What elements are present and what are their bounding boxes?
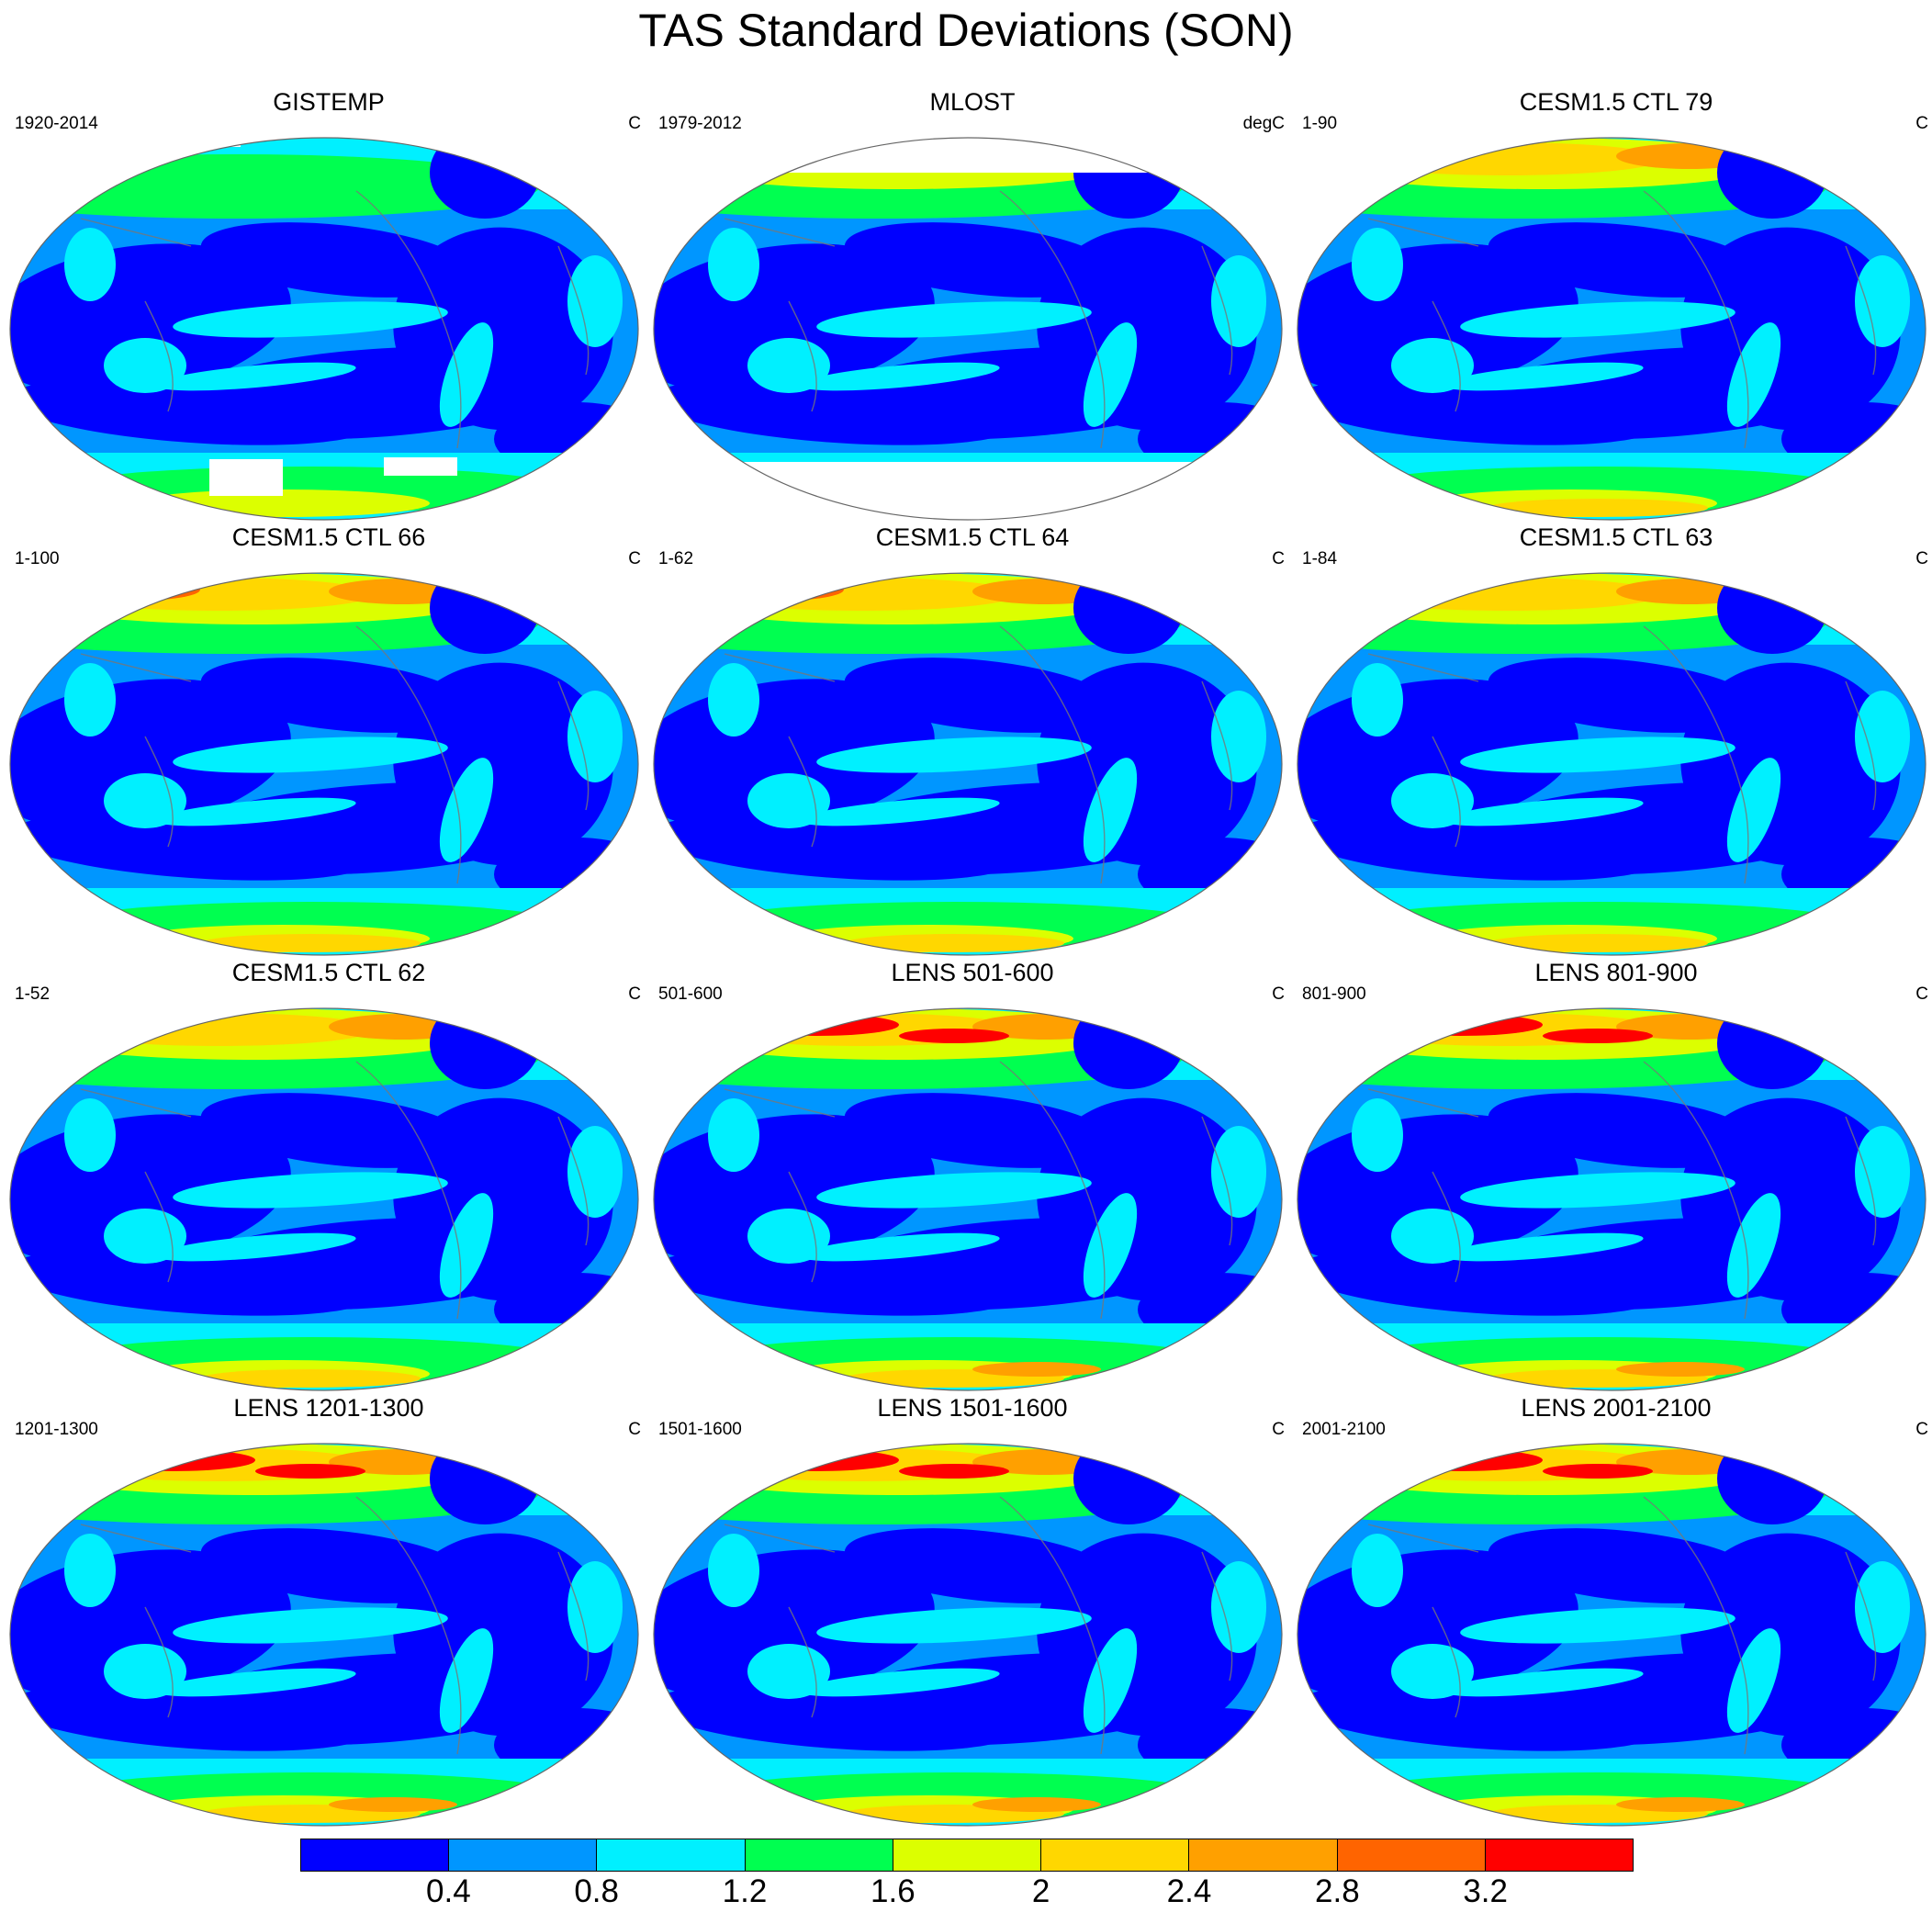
- panel-units-label: degC: [1242, 114, 1285, 133]
- panel-title: LENS 501-600: [891, 959, 1054, 986]
- colorbar-swatch: [1337, 1839, 1486, 1871]
- panel-period-label: 1201-1300: [15, 1420, 98, 1439]
- map-projection: [653, 137, 1283, 521]
- panel-title: LENS 1501-1600: [877, 1394, 1068, 1422]
- panel-units-label: C: [628, 114, 641, 133]
- colorbar-swatch: [1485, 1839, 1633, 1871]
- map-projection: [653, 1443, 1283, 1827]
- panel-title: MLOST: [929, 88, 1016, 116]
- panel-units-label: C: [1915, 549, 1928, 568]
- map-panel: LENS 801-900 801-900 C: [1295, 959, 1932, 1391]
- colorbar-swatch: [449, 1839, 598, 1871]
- panel-title: LENS 2001-2100: [1521, 1394, 1712, 1422]
- panel-period-label: 801-900: [1302, 984, 1366, 1004]
- colorbar-swatch: [597, 1839, 746, 1871]
- map-projection: [1297, 1443, 1926, 1827]
- panel-title: CESM1.5 CTL 66: [231, 523, 426, 551]
- panel-units-label: C: [628, 984, 641, 1004]
- map-projection: [9, 137, 639, 521]
- panel-title: CESM1.5 CTL 64: [875, 523, 1070, 551]
- colorbar-swatch: [745, 1839, 893, 1871]
- colorbar: [300, 1839, 1634, 1872]
- colorbar-swatch: [1189, 1839, 1338, 1871]
- panel-units-label: C: [1272, 984, 1285, 1004]
- colorbar-tick-label: 2.8: [1315, 1873, 1360, 1909]
- panel-units-label: C: [1272, 549, 1285, 568]
- figure-title: TAS Standard Deviations (SON): [638, 5, 1294, 56]
- panel-title: CESM1.5 CTL 79: [1519, 88, 1713, 116]
- colorbar-tick-label: 3.2: [1463, 1873, 1508, 1909]
- panel-units-label: C: [1915, 1420, 1928, 1439]
- map-projection: [9, 1443, 639, 1827]
- map-projection: [9, 572, 639, 956]
- map-projection: [653, 572, 1283, 956]
- map-panel: LENS 2001-2100 2001-2100 C: [1295, 1394, 1932, 1827]
- panel-units-label: C: [628, 1420, 641, 1439]
- panel-units-label: C: [1915, 114, 1928, 133]
- panel-units-label: C: [1915, 984, 1928, 1004]
- panel-units-label: C: [628, 549, 641, 568]
- map-panel: CESM1.5 CTL 79 1-90 C: [1295, 88, 1932, 521]
- colorbar-labels: 0.4 0.8 1.2 1.6 2 2.4 2.8 3.2: [300, 1873, 1634, 1910]
- panel-title: GISTEMP: [273, 88, 385, 116]
- map-projection: [1297, 572, 1926, 956]
- colorbar-tick-label: 2.4: [1166, 1873, 1212, 1909]
- map-panel: CESM1.5 CTL 63 1-84 C: [1295, 523, 1932, 956]
- colorbar-swatch: [893, 1839, 1042, 1871]
- map-panel: LENS 501-600 501-600 C: [651, 959, 1294, 1391]
- colorbar-swatch: [301, 1839, 450, 1871]
- map-panel: MLOST 1979-2012 degC: [651, 88, 1294, 521]
- panel-period-label: 501-600: [658, 984, 723, 1004]
- panel-period-label: 1-100: [15, 549, 60, 568]
- colorbar-tick-label: 1.6: [871, 1873, 915, 1909]
- panel-title: LENS 801-900: [1534, 959, 1698, 986]
- panel-period-label: 1-90: [1302, 114, 1338, 133]
- colorbar-tick-label: 1.2: [722, 1873, 768, 1909]
- panel-units-label: C: [1272, 1420, 1285, 1439]
- map-panel: CESM1.5 CTL 64 1-62 C: [651, 523, 1294, 956]
- colorbar-swatch: [1041, 1839, 1190, 1871]
- map-panel: LENS 1201-1300 1201-1300 C: [7, 1394, 650, 1827]
- map-projection: [9, 1007, 639, 1391]
- map-panel: CESM1.5 CTL 66 1-100 C: [7, 523, 650, 956]
- panel-period-label: 1979-2012: [658, 114, 742, 133]
- colorbar-tick-label: 0.4: [426, 1873, 471, 1909]
- map-projection: [1297, 137, 1926, 521]
- panel-period-label: 1501-1600: [658, 1420, 742, 1439]
- panel-period-label: 1-84: [1302, 549, 1338, 568]
- map-panel: CESM1.5 CTL 62 1-52 C: [7, 959, 650, 1391]
- panel-period-label: 1-62: [658, 549, 694, 568]
- panel-period-label: 1-52: [15, 984, 51, 1004]
- map-projection: [1297, 1007, 1926, 1391]
- map-panel: LENS 1501-1600 1501-1600 C: [651, 1394, 1294, 1827]
- map-projection: [653, 1007, 1283, 1391]
- panel-period-label: 2001-2100: [1302, 1420, 1386, 1439]
- colorbar-tick-label: 0.8: [574, 1873, 619, 1909]
- panel-period-label: 1920-2014: [15, 114, 98, 133]
- panel-title: CESM1.5 CTL 63: [1519, 523, 1713, 551]
- panel-title: CESM1.5 CTL 62: [231, 959, 426, 986]
- map-panel: GISTEMP 1920-2014 C: [7, 88, 650, 521]
- colorbar-tick-label: 2: [1031, 1873, 1050, 1909]
- panel-title: LENS 1201-1300: [233, 1394, 424, 1422]
